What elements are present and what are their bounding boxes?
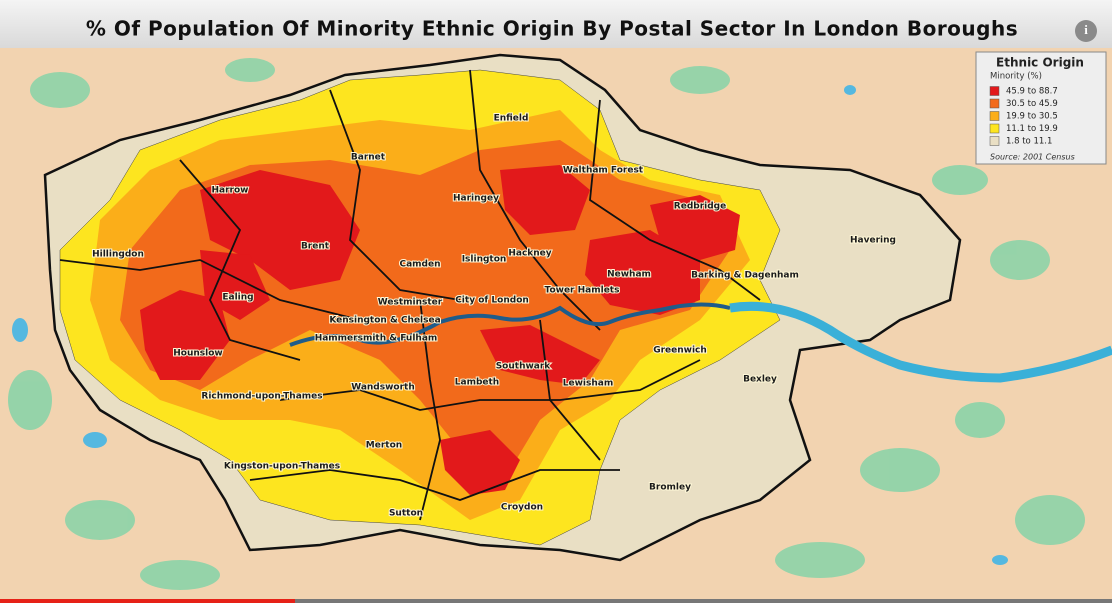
borough-label: Southwark [496, 362, 552, 372]
borough-label: Redbridge [674, 202, 726, 212]
legend: Ethnic Origin Minority (%) Source: 2001 … [975, 51, 1107, 165]
borough-label: Harrow [212, 186, 249, 196]
legend-subtitle: Minority (%) [990, 72, 1042, 82]
borough-label: Lambeth [455, 378, 499, 388]
borough-borders [59, 69, 761, 521]
borough-label: Camden [399, 260, 440, 270]
borough-label: Hillingdon [92, 250, 144, 260]
river-thames-estuary [729, 301, 1112, 383]
borough-label: Bexley [743, 375, 777, 385]
progress-played [0, 599, 295, 603]
borough-label: Hammersmith & Fulham [315, 334, 438, 344]
borough-label: Tower Hamlets [545, 286, 620, 296]
borough-label: Richmond-upon-Thames [201, 392, 322, 402]
borough-label: City of London [455, 296, 529, 306]
legend-swatch [989, 86, 1000, 96]
borough-label: Sutton [389, 509, 423, 519]
borough-label: Bromley [649, 483, 691, 493]
header-bar [0, 0, 1112, 48]
borough-label: Barnet [351, 153, 386, 163]
legend-label: 19.9 to 30.5 [1006, 112, 1058, 122]
borough-label: Barking & Dagenham [691, 271, 799, 281]
borough-label: Merton [366, 441, 402, 451]
legend-label: 30.5 to 45.9 [1006, 99, 1058, 109]
borough-label: Newham [607, 270, 651, 280]
borough-label: Waltham Forest [563, 166, 644, 176]
borough-label: Havering [850, 236, 896, 246]
legend-label: 11.1 to 19.9 [1006, 124, 1058, 134]
legend-source: Source: 2001 Census [990, 153, 1075, 162]
map-title: % Of Population Of Minority Ethnic Origi… [86, 17, 1018, 41]
borough-labels: Enfield Barnet Waltham Forest Harrow Haringe… [91, 113, 897, 520]
borough-label: Brent [301, 242, 330, 252]
info-icon[interactable] [1075, 20, 1097, 42]
borough-label: Lewisham [563, 379, 613, 389]
legend-swatch [989, 123, 1000, 134]
borough-label: Ealing [222, 293, 253, 303]
legend-swatch [989, 98, 1000, 109]
legend-label: 45.9 to 88.7 [1006, 87, 1058, 97]
borough-label: Hounslow [173, 349, 222, 359]
legend-title: Ethnic Origin [996, 56, 1084, 70]
green-areas [8, 58, 1085, 590]
legend-label: 1.8 to 11.1 [1006, 137, 1052, 147]
borough-label: Hackney [508, 249, 551, 259]
water-areas [12, 85, 1008, 565]
info-icon-glyph: i [1084, 22, 1088, 37]
borough-label: Croydon [501, 503, 543, 513]
borough-label: Enfield [494, 114, 529, 124]
river-thames [289, 302, 731, 347]
borough-label: Greenwich [653, 346, 707, 356]
borough-label: Kingston-upon-Thames [224, 462, 340, 472]
borough-label: Islington [462, 255, 507, 265]
borough-label: Haringey [453, 194, 499, 204]
progress-track[interactable] [0, 599, 1112, 603]
legend-swatch [989, 111, 1000, 121]
legend-swatch [989, 136, 1000, 146]
borough-label: Westminster [378, 298, 443, 308]
borough-label: Wandsworth [351, 383, 415, 393]
borough-label: Kensington & Chelsea [329, 316, 440, 326]
region-red [140, 165, 740, 495]
